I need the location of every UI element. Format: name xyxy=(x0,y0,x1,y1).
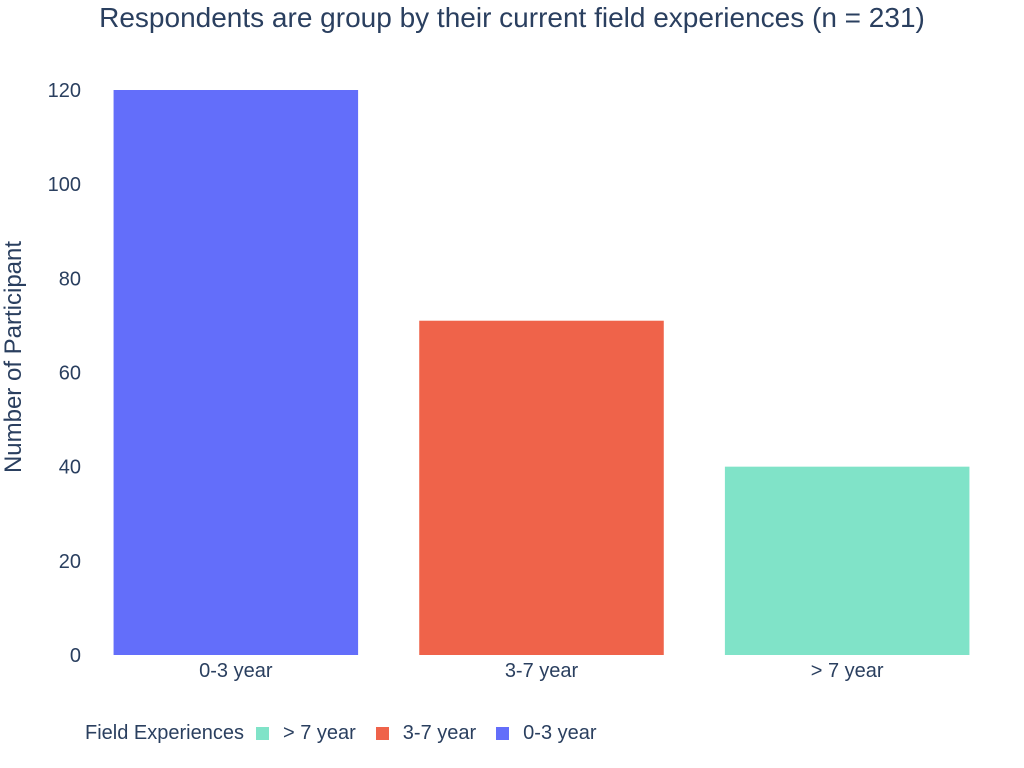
x-tick-label: 3-7 year xyxy=(505,660,579,682)
legend-swatch xyxy=(375,727,389,740)
legend-title: Field Experiences xyxy=(85,722,244,744)
x-axis-ticks: 0-3 year 3-7 year > 7 year xyxy=(199,660,884,682)
legend-swatch xyxy=(496,727,510,740)
bars xyxy=(113,90,970,655)
bar[interactable] xyxy=(724,466,970,655)
y-tick-label: 0 xyxy=(70,645,81,667)
x-tick-label: > 7 year xyxy=(811,660,884,682)
x-tick-label: 0-3 year xyxy=(199,660,273,682)
legend-label: > 7 year xyxy=(282,722,356,744)
y-tick-label: 120 xyxy=(48,80,81,102)
chart-title: Respondents are group by their current f… xyxy=(99,2,925,33)
legend-item-0-3[interactable]: 0-3 year xyxy=(496,722,597,745)
y-tick-label: 20 xyxy=(59,551,81,573)
legend-swatch xyxy=(255,727,269,740)
y-tick-label: 80 xyxy=(59,268,81,290)
y-tick-label: 40 xyxy=(59,457,81,479)
legend-label: 3-7 year xyxy=(402,722,477,744)
legend-item-gt7[interactable]: > 7 year xyxy=(255,722,356,745)
legend-item-3-7[interactable]: 3-7 year xyxy=(375,722,477,745)
legend-label: 0-3 year xyxy=(523,722,597,744)
bar[interactable] xyxy=(419,320,664,655)
y-tick-label: 60 xyxy=(59,363,81,385)
y-axis-ticks: 0 20 40 60 80 100 120 xyxy=(48,80,81,667)
y-tick-label: 100 xyxy=(48,174,81,196)
legend: Field Experiences > 7 year 3-7 year 0-3 … xyxy=(85,722,617,745)
bar[interactable] xyxy=(113,90,359,655)
